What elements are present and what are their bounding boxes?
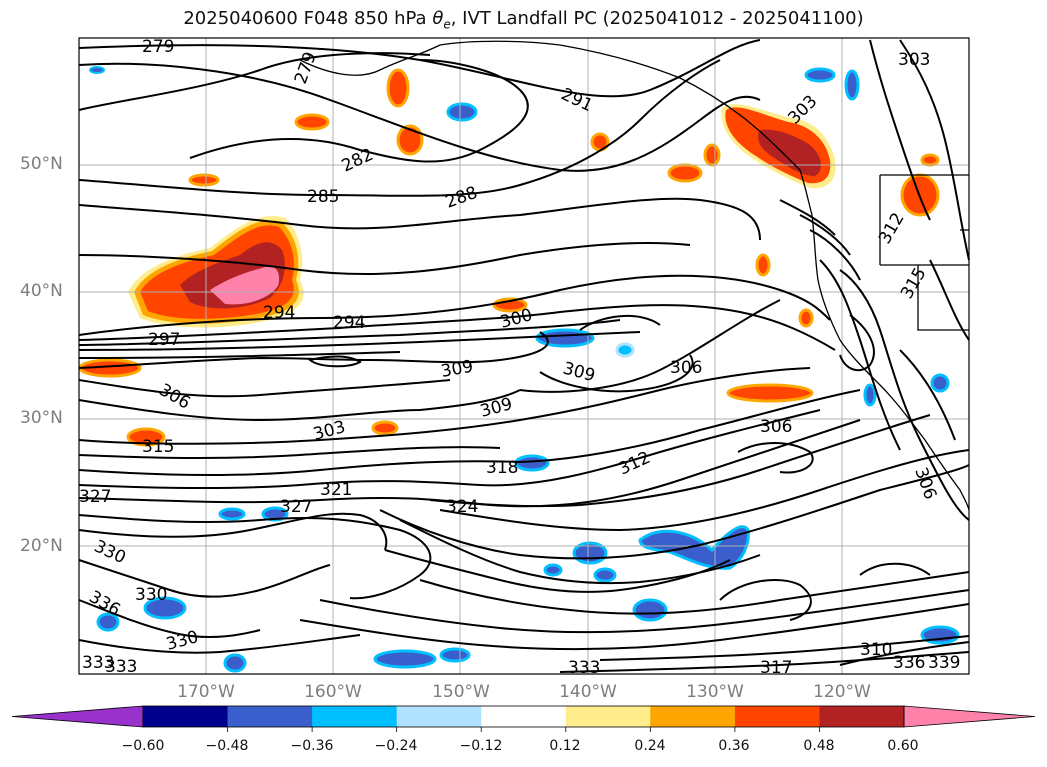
positive-pc-region xyxy=(755,253,771,277)
map-title: 2025040600 F048 850 hPa θe, IVT Landfall… xyxy=(183,8,864,32)
colorbar-segment xyxy=(396,706,482,727)
colorbar-segment xyxy=(819,706,905,727)
negative-pc-region xyxy=(535,328,595,348)
colorbar-tick-label: −0.24 xyxy=(374,738,418,754)
colorbar-segment xyxy=(734,706,820,727)
contour-label: 303 xyxy=(898,50,930,70)
lon-label-170w: 170°W xyxy=(177,682,235,702)
colorbar-tick-label: −0.12 xyxy=(459,738,503,754)
contour-label: 339 xyxy=(928,653,960,673)
contour-label: 321 xyxy=(320,480,352,500)
positive-pc-region xyxy=(703,143,721,167)
colorbar-segment xyxy=(565,706,651,727)
contour-label: 317 xyxy=(760,658,792,678)
negative-pc-region xyxy=(615,342,635,358)
lat-label-50n: 50°N xyxy=(20,154,63,174)
contour-label: 333 xyxy=(105,657,137,677)
lon-label-130w: 130°W xyxy=(686,682,744,702)
colorbar-segment xyxy=(312,706,398,727)
negative-pc-region xyxy=(261,506,289,522)
colorbar-extend-high xyxy=(903,705,1036,728)
contour-label: 306 xyxy=(670,358,702,378)
contour-label: 330 xyxy=(135,585,167,605)
lon-label-120w: 120°W xyxy=(813,682,871,702)
contour-label: 310 xyxy=(860,640,892,660)
lon-label-160w: 160°W xyxy=(304,682,362,702)
colorbar-tick-label: 0.60 xyxy=(887,738,919,754)
theta-e-contours xyxy=(78,39,970,673)
contour-label: 279 xyxy=(142,37,174,57)
contour-label: 336 xyxy=(893,653,925,673)
colorbar-extend-low xyxy=(11,705,144,728)
negative-pc-region xyxy=(930,373,950,393)
positive-pc-region xyxy=(126,427,166,447)
map-frame xyxy=(78,37,970,675)
contour-label: 294 xyxy=(263,303,295,323)
lat-label-30n: 30°N xyxy=(20,408,63,428)
lon-label-140w: 140°W xyxy=(559,682,617,702)
colorbar-tick-label: 0.24 xyxy=(634,738,666,754)
contour-label: 324 xyxy=(446,497,478,517)
colorbar-segment xyxy=(481,706,567,727)
positive-pc-region xyxy=(667,163,703,183)
contour-label: 333 xyxy=(82,653,114,673)
positive-pc-region xyxy=(386,68,410,108)
positive-pc-region xyxy=(371,420,399,436)
colorbar-outline xyxy=(142,705,905,728)
negative-pc-region xyxy=(446,102,478,122)
contour-label: 327 xyxy=(280,497,312,517)
positive-pc-region xyxy=(798,308,814,328)
positive-pc-region xyxy=(396,124,424,156)
negative-pc-region xyxy=(632,598,668,622)
negative-pc-region xyxy=(804,67,836,83)
colorbar-tick-label: 0.12 xyxy=(549,738,581,754)
negative-pc-region xyxy=(593,567,617,583)
negative-pc-region xyxy=(89,66,105,74)
negative-pc-region xyxy=(863,383,877,407)
colorbar-segment xyxy=(143,706,229,727)
colorbar-tick-label: −0.36 xyxy=(290,738,334,754)
positive-pc-region xyxy=(210,266,280,305)
negative-pc-region xyxy=(439,647,471,663)
positive-pc-region xyxy=(188,173,220,187)
colorbar-segment xyxy=(227,706,313,727)
contour-label: 285 xyxy=(307,187,339,207)
negative-pc-region xyxy=(844,69,860,101)
contour-label: 294 xyxy=(333,313,365,333)
positive-pc-region xyxy=(726,383,814,403)
positive-pc-region xyxy=(920,153,940,167)
colorbar xyxy=(11,705,1036,732)
negative-pc-region xyxy=(96,612,120,632)
negative-pc-region xyxy=(514,454,550,472)
positive-pc-region xyxy=(294,113,330,131)
colorbar-tick-label: −0.60 xyxy=(121,738,165,754)
positive-pc-region xyxy=(758,129,822,176)
negative-pc-region xyxy=(143,596,187,620)
lon-label-150w: 150°W xyxy=(432,682,490,702)
lat-label-40n: 40°N xyxy=(20,281,63,301)
contour-label: 315 xyxy=(142,437,174,457)
negative-pc-region xyxy=(218,507,246,521)
contour-label: 318 xyxy=(486,458,518,478)
negative-pc-region xyxy=(223,653,247,673)
contour-label: 297 xyxy=(148,330,180,350)
coastline xyxy=(299,40,970,511)
colorbar-tick-label: 0.36 xyxy=(718,738,750,754)
contour-label: 327 xyxy=(79,487,111,507)
lat-label-20n: 20°N xyxy=(20,536,63,556)
colorbar-segment xyxy=(650,706,736,727)
colorbar-tick-label: 0.48 xyxy=(803,738,835,754)
negative-pc-region xyxy=(373,649,437,669)
contour-label: 306 xyxy=(760,417,792,437)
contour-label: 333 xyxy=(568,658,600,678)
colorbar-tick-label: −0.48 xyxy=(205,738,249,754)
negative-pc-region xyxy=(543,563,563,577)
